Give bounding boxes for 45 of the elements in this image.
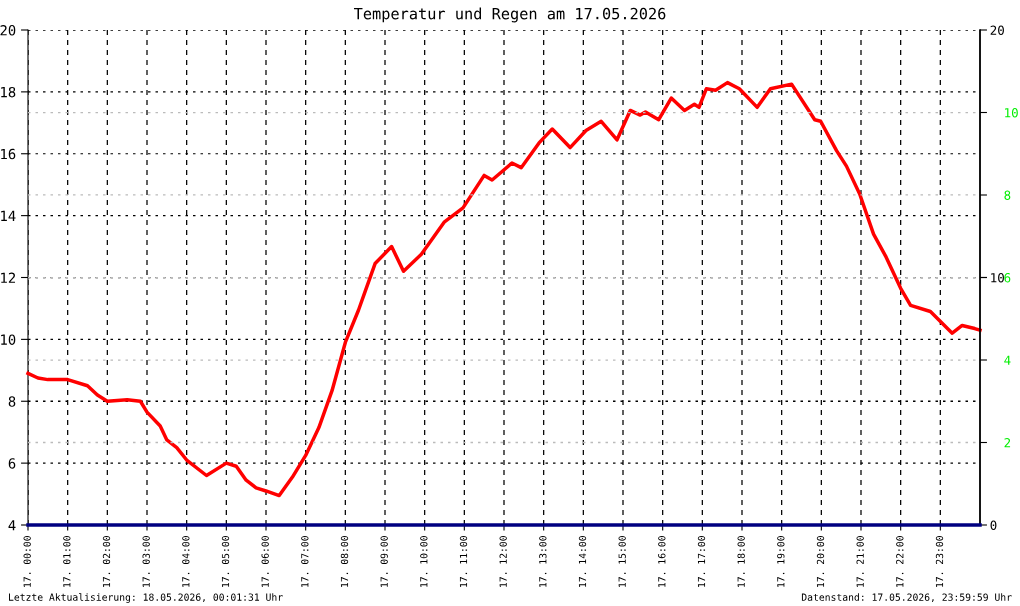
line-series <box>26 80 982 498</box>
y2-tick-label: 10 <box>1005 108 1018 118</box>
x-tick-label: 17. 05:00 <box>221 536 230 587</box>
y2-tick-label: 4 <box>1004 355 1011 365</box>
x-tick-label: 17. 06:00 <box>261 536 269 587</box>
y2-tick-label: 8 <box>1004 190 1011 200</box>
x-tick-label: 17. 16:00 <box>658 536 666 587</box>
x-tick-label: 17. 20:00 <box>816 536 825 587</box>
x-tick-label: 17. 13:00 <box>539 536 547 587</box>
x-tick-label: 17. 15:00 <box>618 536 626 587</box>
x-tick-label: 17. 08:00 <box>340 536 349 587</box>
y-tick-label: 20 <box>0 25 16 36</box>
y2-tick-label: 6 <box>1004 273 1011 283</box>
y3-tick-label: 0 <box>990 520 997 530</box>
y3-tick-label: 20 <box>990 25 1004 35</box>
chart-title: Temperatur und Regen am 17.05.2026 <box>353 7 666 23</box>
x-tick-label: 17. 00:00 <box>23 536 31 587</box>
y3-tick-label: 10 <box>991 273 1004 283</box>
y-tick-label: 14 <box>1 210 16 221</box>
x-tick-label: 17. 22:00 <box>896 536 904 587</box>
x-tick-label: 17. 04:00 <box>182 536 190 587</box>
y-tick-label: 10 <box>1 334 16 345</box>
x-tick-label: 17. 02:00 <box>102 536 111 587</box>
x-tick-label: 17. 01:00 <box>63 536 71 587</box>
x-tick-label: 17. 10:00 <box>420 536 428 587</box>
y-tick-label: 12 <box>1 272 16 283</box>
x-tick-label: 17. 19:00 <box>777 536 785 587</box>
x-tick-label: 17. 11:00 <box>459 536 468 587</box>
text: Datenstand: 17.05.2026, 23:59:59 Uhr <box>801 593 1012 603</box>
x-tick-label: 17. 09:00 <box>380 536 388 587</box>
x-tick-label: 17. 12:00 <box>499 536 507 587</box>
x-tick-label: 17. 18:00 <box>737 536 745 587</box>
x-tick-label: 17. 21:00 <box>856 536 864 587</box>
y-tick-label: 16 <box>1 148 16 160</box>
x-tick-label: 17. 23:00 <box>935 536 944 587</box>
y-tick-label: 6 <box>8 458 16 469</box>
x-tick-label: 17. 14:00 <box>578 536 587 587</box>
y2-tick-label: 2 <box>1004 438 1011 448</box>
y-tick-label: 8 <box>8 396 16 407</box>
y-tick-label: 4 <box>8 520 16 531</box>
x-tick-label: 17. 03:00 <box>142 536 150 587</box>
x-tick-label: 17. 07:00 <box>301 536 309 587</box>
x-tick-label: 17. 17:00 <box>697 536 706 587</box>
y-tick-label: 18 <box>1 86 16 98</box>
text: Letzte Aktualisierung: 18.05.2026, 00:01:31 Uhr <box>9 593 283 603</box>
